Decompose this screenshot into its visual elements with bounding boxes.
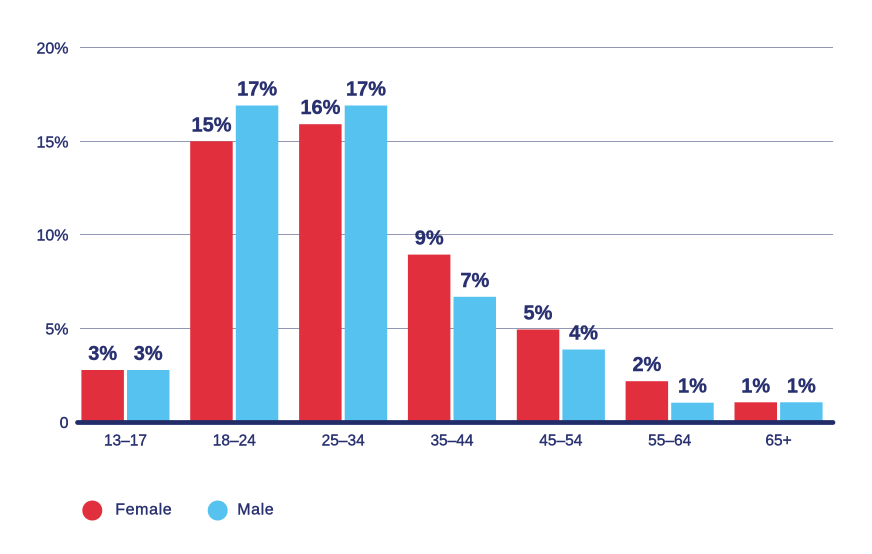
svg-text:35–44: 35–44 — [430, 433, 473, 450]
svg-text:Male: Male — [237, 502, 274, 519]
svg-text:16%: 16% — [300, 97, 340, 119]
svg-text:17%: 17% — [346, 79, 386, 101]
svg-text:10%: 10% — [36, 228, 68, 245]
svg-text:1%: 1% — [741, 375, 770, 397]
svg-text:13–17: 13–17 — [104, 433, 147, 450]
svg-text:18–24: 18–24 — [213, 433, 256, 450]
svg-text:2%: 2% — [632, 354, 661, 376]
svg-text:15%: 15% — [36, 135, 68, 152]
svg-text:65+: 65+ — [765, 433, 791, 450]
svg-text:7%: 7% — [460, 270, 489, 292]
svg-text:17%: 17% — [237, 79, 277, 101]
svg-text:5%: 5% — [45, 322, 68, 339]
svg-text:45–54: 45–54 — [539, 433, 582, 450]
svg-text:25–34: 25–34 — [322, 433, 365, 450]
svg-text:4%: 4% — [569, 323, 598, 345]
svg-text:3%: 3% — [88, 343, 117, 365]
svg-text:1%: 1% — [678, 376, 707, 398]
svg-text:20%: 20% — [36, 41, 68, 58]
svg-text:Female: Female — [115, 502, 172, 519]
svg-text:3%: 3% — [134, 343, 163, 365]
svg-text:9%: 9% — [415, 228, 444, 250]
svg-text:5%: 5% — [524, 303, 553, 325]
svg-text:55–64: 55–64 — [648, 433, 691, 450]
svg-text:1%: 1% — [787, 375, 816, 397]
svg-text:0: 0 — [60, 415, 69, 432]
svg-text:15%: 15% — [191, 114, 231, 136]
